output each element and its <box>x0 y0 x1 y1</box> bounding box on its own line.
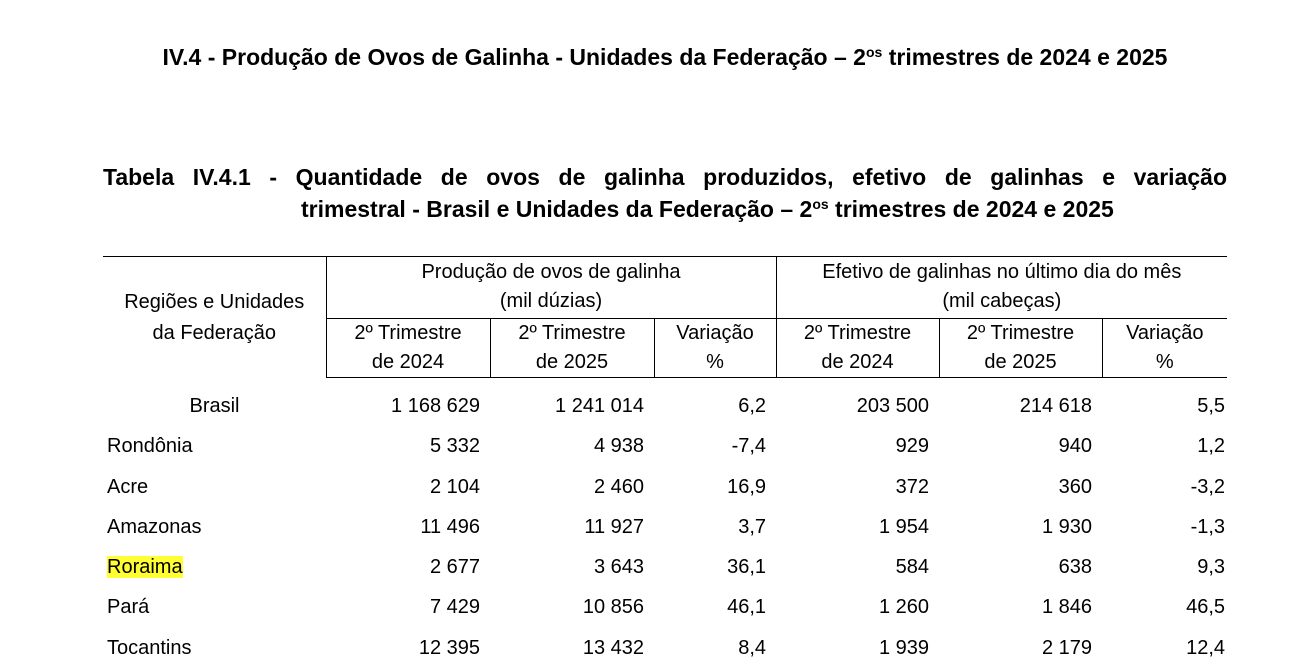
cell-eggs-variation: 8,4 <box>738 636 767 659</box>
cell-eggs-2025: 11 927 <box>584 515 644 538</box>
row-name: Amazonas <box>107 515 202 538</box>
cell-eggs-variation: 3,7 <box>738 515 767 538</box>
cell-hens-2024: 203 500 <box>856 395 930 417</box>
cell-hens-variation: -3,2 <box>1190 475 1226 498</box>
cell-eggs-2025: 13 432 <box>582 636 644 659</box>
header-eggs-q2-2025-line2: de 2025 <box>535 351 609 373</box>
header-eggs-variation-line1: Variação <box>676 322 754 344</box>
cell-eggs-2024: 12 395 <box>418 636 480 659</box>
cell-hens-2024: 1 939 <box>878 636 930 659</box>
table-caption: Tabela IV.4.1 - Quantidade de ovos de ga… <box>103 161 1227 225</box>
row-name: Brasil <box>189 394 240 417</box>
header-hens-variation: Variação% <box>1102 318 1228 378</box>
header-hens-q2-2024-line1: 2º Trimestre <box>803 322 912 344</box>
highlighted-text: Roraima <box>107 556 183 579</box>
cell-eggs-2024: 7 429 <box>429 596 480 619</box>
header-eggs-variation-line2: % <box>706 351 724 373</box>
table-row: Brasil 1 168 629 1 241 014 6,2 203 500 2… <box>103 378 1227 427</box>
table-row: Rondônia 5 332 4 938 -7,4 929 940 1,2 <box>103 426 1227 466</box>
cell-hens-2024: 929 <box>895 435 930 458</box>
cell-hens-2025: 1 930 <box>1041 515 1093 538</box>
cell-eggs-2024: 2 677 <box>429 556 480 579</box>
row-name: Acre <box>107 475 149 498</box>
header-row-columns: 2º Trimestre de 2024 2º Trimestre de 2025 … <box>103 318 1228 378</box>
cell-eggs-variation: 46,1 <box>727 596 767 619</box>
table-row: Tocantins 12 395 13 432 8,4 1 939 2 179 … <box>103 628 1227 668</box>
cell-hens-2025: 1 846 <box>1041 596 1093 619</box>
table-row: Pará 7 429 10 856 46,1 1 260 1 846 46,5 <box>103 587 1227 627</box>
header-hens-q2-2025-line1: 2º Trimestre <box>966 322 1075 344</box>
cell-eggs-2024: 1 168 629 <box>391 395 480 417</box>
header-hen-stock: Efetivo de galinhas no último dia do mês… <box>776 256 1228 319</box>
header-hens-q2-2025: 2º Trimestre de 2025 <box>939 318 1103 378</box>
header-eggs-q2-2024: 2º Trimestre de 2024 <box>326 318 491 378</box>
table-row: Amazonas 11 496 11 927 3,7 1 954 1 930 -… <box>103 507 1227 547</box>
cell-eggs-2024: 5 332 <box>429 435 480 458</box>
cell-hens-2024: 584 <box>895 556 930 579</box>
cell-eggs-2025: 1 241 014 <box>555 395 644 417</box>
cell-eggs-variation: 6,2 <box>738 395 767 417</box>
cell-eggs-2025: 10 856 <box>582 596 644 619</box>
cell-hens-2025: 360 <box>1058 475 1093 498</box>
cell-eggs-2025: 3 643 <box>593 556 644 579</box>
table-caption-line2-rest: trimestres de 2024 e 2025 <box>828 196 1114 222</box>
cell-hens-variation: 9,3 <box>1197 556 1226 579</box>
section-title-rest: trimestres de 2024 e 2025 <box>882 44 1168 70</box>
table-row: Acre 2 104 2 460 16,9 372 360 -3,2 <box>103 467 1227 507</box>
cell-hens-variation: 5,5 <box>1197 395 1226 417</box>
header-hens-variation-line1: Variação <box>1126 322 1204 344</box>
row-name-highlighted: Roraima <box>103 547 326 587</box>
cell-hens-variation: 12,4 <box>1186 636 1226 659</box>
header-hens-variation-line2: % <box>1155 351 1174 373</box>
header-egg-production-line2: (mil dúzias) <box>499 290 603 312</box>
cell-hens-variation: -1,3 <box>1190 515 1226 538</box>
header-regions-line1: Regiões e Unidades <box>124 290 305 313</box>
header-eggs-q2-2025: 2º Trimestre de 2025 <box>490 318 655 378</box>
header-hens-q2-2025-line2: de 2025 <box>984 351 1057 373</box>
cell-hens-2025: 214 618 <box>1019 395 1093 417</box>
cell-hens-variation: 46,5 <box>1186 596 1226 619</box>
cell-eggs-variation: 16,9 <box>727 475 767 498</box>
header-eggs-q2-2024-line2: de 2024 <box>371 351 445 373</box>
header-hen-stock-line1: Efetivo de galinhas no último dia do mês <box>822 261 1182 283</box>
row-name: Tocantins <box>107 636 192 659</box>
cell-eggs-2025: 2 460 <box>593 475 644 498</box>
header-egg-production-line1: Produção de ovos de galinha <box>421 261 681 283</box>
header-eggs-variation: Variação% <box>654 318 777 378</box>
section-title-superscript: os <box>865 44 883 60</box>
cell-eggs-2024: 11 496 <box>420 515 480 538</box>
cell-hens-2025: 940 <box>1058 435 1093 458</box>
cell-hens-2024: 1 260 <box>878 596 930 619</box>
header-egg-production: Produção de ovos de galinha (mil dúzias) <box>326 256 777 319</box>
cell-eggs-variation: -7,4 <box>731 435 767 458</box>
header-row-groups: Regiões e Unidades da Federação Produção… <box>103 256 1228 378</box>
table-caption-superscript: os <box>812 196 829 212</box>
header-eggs-q2-2025-line1: 2º Trimestre <box>518 322 626 344</box>
table-caption-line2: trimestral - Brasil e Unidades da Federa… <box>103 193 1227 225</box>
table-caption-line2-main: trimestral - Brasil e Unidades da Federa… <box>301 196 813 222</box>
cell-eggs-2024: 2 104 <box>429 475 480 498</box>
cell-hens-variation: 1,2 <box>1197 435 1226 458</box>
cell-hens-2025: 638 <box>1058 556 1093 579</box>
header-eggs-q2-2024-line1: 2º Trimestre <box>354 322 462 344</box>
section-title: IV.4 - Produção de Ovos de Galinha - Uni… <box>100 42 1230 73</box>
row-name: Pará <box>107 596 150 619</box>
table-row: Roraima 2 677 3 643 36,1 584 638 9,3 <box>103 547 1227 587</box>
header-regions: Regiões e Unidades da Federação <box>103 256 327 378</box>
cell-hens-2024: 1 954 <box>878 515 930 538</box>
cell-hens-2024: 372 <box>895 475 930 498</box>
section-title-main: IV.4 - Produção de Ovos de Galinha - Uni… <box>162 44 866 70</box>
row-name: Rondônia <box>107 435 193 458</box>
header-regions-line2: da Federação <box>152 321 276 344</box>
header-hens-q2-2024: 2º Trimestre de 2024 <box>776 318 940 378</box>
cell-eggs-2025: 4 938 <box>593 435 644 458</box>
cell-eggs-variation: 36,1 <box>727 556 767 579</box>
data-table: Regiões e Unidades da Federação Produção… <box>103 256 1228 668</box>
header-hens-q2-2024-line2: de 2024 <box>821 351 894 373</box>
cell-hens-2025: 2 179 <box>1041 636 1093 659</box>
table-caption-line1: Tabela IV.4.1 - Quantidade de ovos de ga… <box>103 164 1227 190</box>
header-hen-stock-line2: (mil cabeças) <box>942 290 1062 312</box>
